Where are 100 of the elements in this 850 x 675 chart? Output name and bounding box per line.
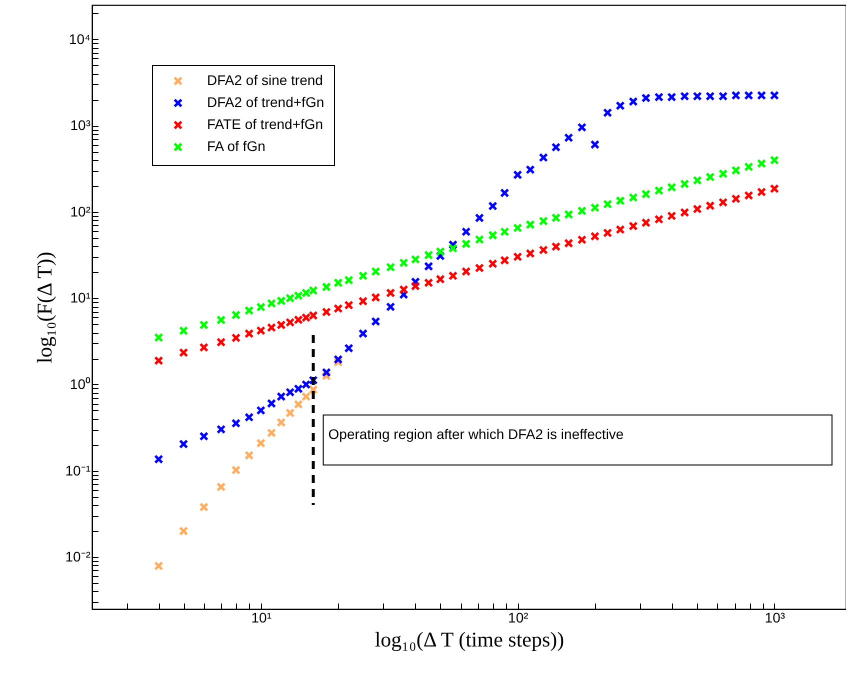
point	[461, 239, 471, 248]
point	[410, 254, 420, 264]
point	[334, 354, 343, 364]
point	[577, 235, 587, 244]
point	[590, 203, 600, 212]
point	[308, 310, 318, 320]
point	[488, 259, 498, 268]
point	[718, 169, 728, 178]
point	[538, 152, 548, 162]
point	[551, 213, 561, 222]
point	[526, 248, 535, 258]
point	[731, 90, 741, 100]
point	[564, 210, 574, 220]
point	[371, 316, 380, 326]
point	[410, 281, 420, 291]
point	[154, 332, 164, 342]
point	[744, 190, 754, 200]
ref-line-label: Operating region after which DFA2 is ineffective	[328, 426, 624, 442]
point	[512, 170, 522, 180]
point	[654, 92, 664, 102]
point	[399, 258, 408, 268]
legend-label: FA of fGn	[207, 138, 266, 154]
point	[692, 204, 702, 214]
point	[744, 162, 754, 172]
point	[358, 271, 368, 280]
point	[386, 302, 396, 312]
point	[602, 108, 612, 118]
point	[154, 356, 164, 366]
point	[461, 266, 471, 276]
point	[654, 214, 664, 224]
point	[461, 227, 471, 236]
point	[770, 155, 780, 165]
point	[564, 133, 574, 142]
point	[756, 90, 766, 100]
point	[488, 201, 498, 211]
point	[512, 252, 522, 262]
point	[371, 292, 380, 302]
y-tick-label: 10⁰	[70, 376, 90, 392]
point	[322, 368, 332, 378]
y-tick-label: 10²	[70, 203, 91, 220]
point	[386, 262, 396, 272]
point	[154, 454, 164, 464]
point	[731, 194, 741, 204]
point	[718, 92, 728, 101]
point	[358, 328, 368, 338]
point	[602, 199, 612, 209]
x-tick-label: 10³	[764, 610, 786, 626]
point	[590, 140, 600, 150]
point	[436, 246, 445, 256]
point	[512, 223, 522, 233]
point	[602, 228, 612, 238]
y-tick-label: 10¹	[70, 290, 91, 306]
y-tick-label: 10³	[70, 117, 91, 134]
point	[358, 296, 368, 306]
point	[386, 288, 396, 298]
point	[706, 172, 715, 182]
point	[399, 284, 408, 294]
point	[770, 90, 780, 100]
point	[628, 221, 638, 231]
point	[680, 208, 690, 218]
point	[667, 182, 676, 192]
point	[616, 101, 625, 110]
y-tick-label: 10⁴	[68, 30, 90, 47]
y-axis-title: log₁₀(F(Δ T))	[32, 252, 56, 364]
point	[154, 561, 164, 571]
point	[424, 262, 434, 271]
point	[371, 266, 380, 276]
point	[308, 385, 318, 394]
point	[500, 227, 510, 236]
point	[641, 218, 651, 228]
point	[334, 278, 343, 288]
point	[436, 274, 445, 284]
point	[308, 286, 318, 296]
point	[706, 92, 715, 101]
point	[322, 282, 332, 292]
point	[744, 90, 754, 100]
point	[424, 250, 434, 260]
point	[500, 256, 510, 265]
point	[526, 220, 535, 230]
point	[628, 192, 638, 202]
y-tick-label: 10⁻¹	[65, 462, 91, 478]
point	[616, 224, 625, 234]
point	[538, 216, 548, 226]
point	[448, 271, 458, 280]
x-tick-label: 10¹	[251, 610, 272, 626]
legend-label: DFA2 of trend+fGn	[207, 94, 324, 110]
point	[654, 186, 664, 196]
point	[538, 245, 548, 255]
x-axis-title: log₁₀(Δ T (time steps))	[374, 628, 564, 652]
point	[680, 179, 690, 189]
point	[628, 96, 638, 106]
point	[577, 122, 587, 132]
point	[474, 263, 484, 273]
point	[692, 92, 702, 101]
x-tick-label: 10²	[508, 610, 529, 626]
point	[616, 196, 625, 206]
point	[641, 189, 651, 199]
point	[500, 188, 510, 198]
point	[474, 234, 484, 244]
y-tick-label: 10⁻²	[65, 548, 91, 565]
